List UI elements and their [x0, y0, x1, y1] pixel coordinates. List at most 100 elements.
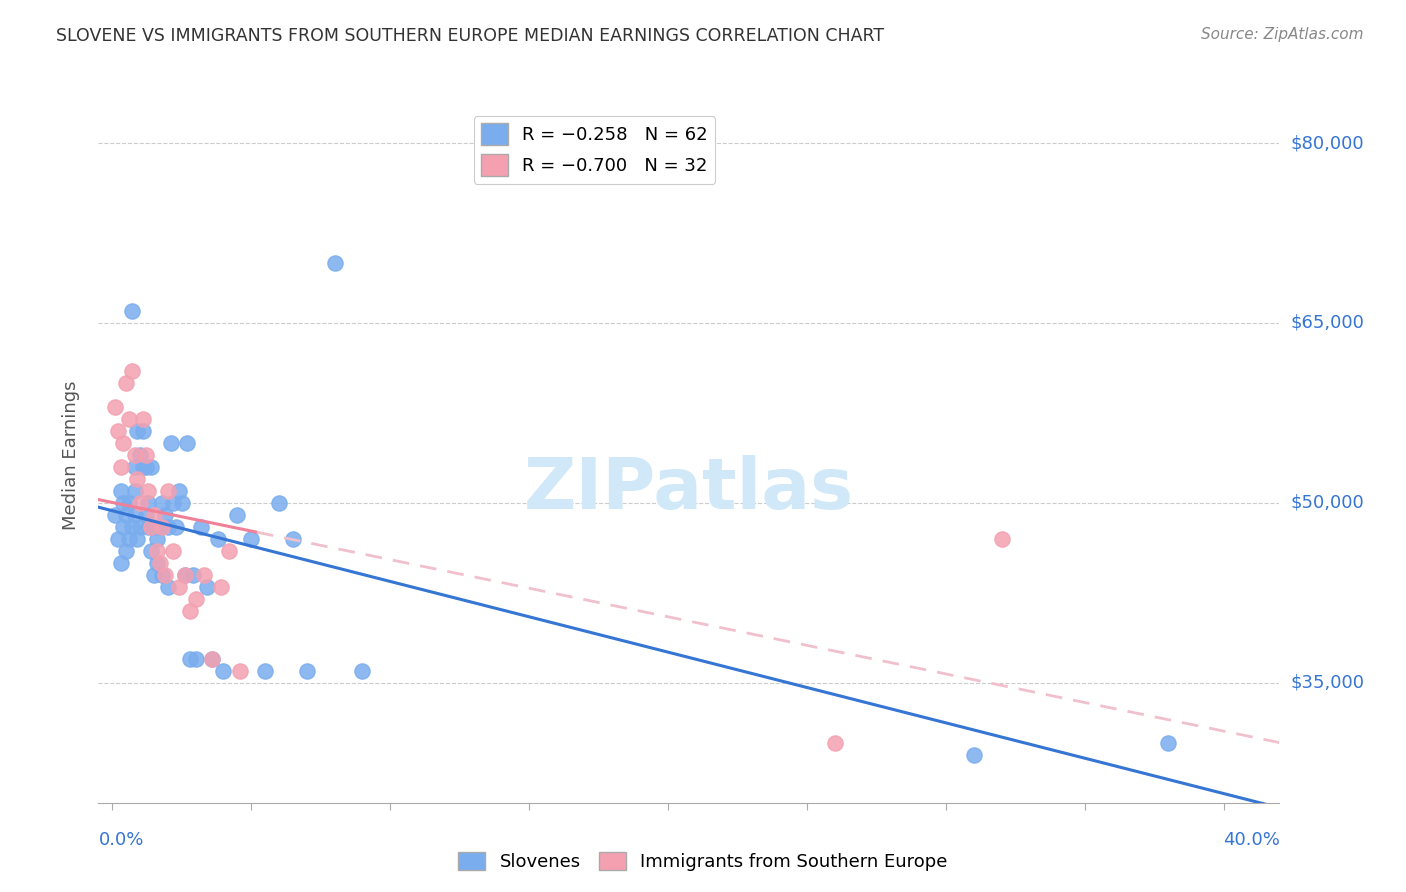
Point — [156, 483, 179, 498]
Point — [295, 664, 318, 678]
Point — [104, 508, 127, 522]
Point — [150, 567, 173, 582]
Point — [153, 567, 176, 582]
Point — [190, 520, 212, 534]
Point — [132, 459, 155, 474]
Point — [267, 496, 290, 510]
Point — [181, 567, 204, 582]
Point — [990, 532, 1012, 546]
Point — [129, 448, 152, 462]
Point — [170, 496, 193, 510]
Legend: Slovenes, Immigrants from Southern Europe: Slovenes, Immigrants from Southern Europ… — [451, 845, 955, 879]
Point — [1157, 736, 1180, 750]
Point — [135, 448, 157, 462]
Point — [156, 580, 179, 594]
Point — [254, 664, 277, 678]
Point — [201, 652, 224, 666]
Point — [107, 532, 129, 546]
Point — [165, 520, 187, 534]
Point — [141, 520, 163, 534]
Point — [146, 556, 169, 570]
Legend: R = −0.258   N = 62, R = −0.700   N = 32: R = −0.258 N = 62, R = −0.700 N = 32 — [474, 116, 716, 184]
Text: $35,000: $35,000 — [1291, 673, 1365, 692]
Point — [127, 472, 149, 486]
Point — [148, 520, 170, 534]
Point — [112, 496, 135, 510]
Point — [124, 483, 146, 498]
Point — [143, 508, 166, 522]
Point — [352, 664, 374, 678]
Point — [146, 532, 169, 546]
Point — [127, 532, 149, 546]
Point — [184, 591, 207, 606]
Text: 0.0%: 0.0% — [98, 830, 143, 848]
Point — [110, 483, 132, 498]
Point — [138, 483, 160, 498]
Text: SLOVENE VS IMMIGRANTS FROM SOUTHERN EUROPE MEDIAN EARNINGS CORRELATION CHART: SLOVENE VS IMMIGRANTS FROM SOUTHERN EURO… — [56, 27, 884, 45]
Point — [110, 556, 132, 570]
Point — [150, 520, 173, 534]
Point — [132, 412, 155, 426]
Point — [135, 508, 157, 522]
Point — [209, 580, 232, 594]
Text: Source: ZipAtlas.com: Source: ZipAtlas.com — [1201, 27, 1364, 42]
Point — [323, 256, 346, 270]
Point — [115, 376, 138, 390]
Point — [176, 436, 198, 450]
Point — [148, 556, 170, 570]
Point — [118, 532, 141, 546]
Point — [115, 544, 138, 558]
Point — [107, 424, 129, 438]
Point — [195, 580, 218, 594]
Point — [201, 652, 224, 666]
Point — [193, 567, 215, 582]
Y-axis label: Median Earnings: Median Earnings — [62, 380, 80, 530]
Point — [226, 508, 249, 522]
Point — [156, 520, 179, 534]
Point — [143, 567, 166, 582]
Text: ZIPatlas: ZIPatlas — [524, 455, 853, 524]
Point — [104, 400, 127, 414]
Point — [129, 520, 152, 534]
Point — [124, 459, 146, 474]
Point — [281, 532, 304, 546]
Point — [121, 520, 143, 534]
Text: $65,000: $65,000 — [1291, 314, 1364, 332]
Point — [118, 412, 141, 426]
Point — [143, 520, 166, 534]
Point — [141, 459, 163, 474]
Point — [146, 544, 169, 558]
Point — [240, 532, 263, 546]
Point — [162, 544, 184, 558]
Point — [129, 496, 152, 510]
Point — [212, 664, 235, 678]
Point — [229, 664, 252, 678]
Point — [124, 448, 146, 462]
Point — [112, 520, 135, 534]
Point — [179, 652, 201, 666]
Point — [121, 304, 143, 318]
Point — [173, 567, 195, 582]
Point — [184, 652, 207, 666]
Point — [141, 544, 163, 558]
Point — [167, 483, 190, 498]
Point — [124, 508, 146, 522]
Point — [132, 424, 155, 438]
Point — [127, 424, 149, 438]
Point — [173, 567, 195, 582]
Point — [167, 580, 190, 594]
Point — [135, 459, 157, 474]
Point — [162, 496, 184, 510]
Point — [112, 436, 135, 450]
Text: $50,000: $50,000 — [1291, 494, 1364, 512]
Point — [963, 747, 986, 762]
Point — [159, 436, 181, 450]
Point — [824, 736, 846, 750]
Point — [218, 544, 240, 558]
Point — [118, 496, 141, 510]
Point — [138, 520, 160, 534]
Text: 40.0%: 40.0% — [1223, 830, 1279, 848]
Point — [179, 604, 201, 618]
Text: $80,000: $80,000 — [1291, 134, 1364, 152]
Point — [138, 496, 160, 510]
